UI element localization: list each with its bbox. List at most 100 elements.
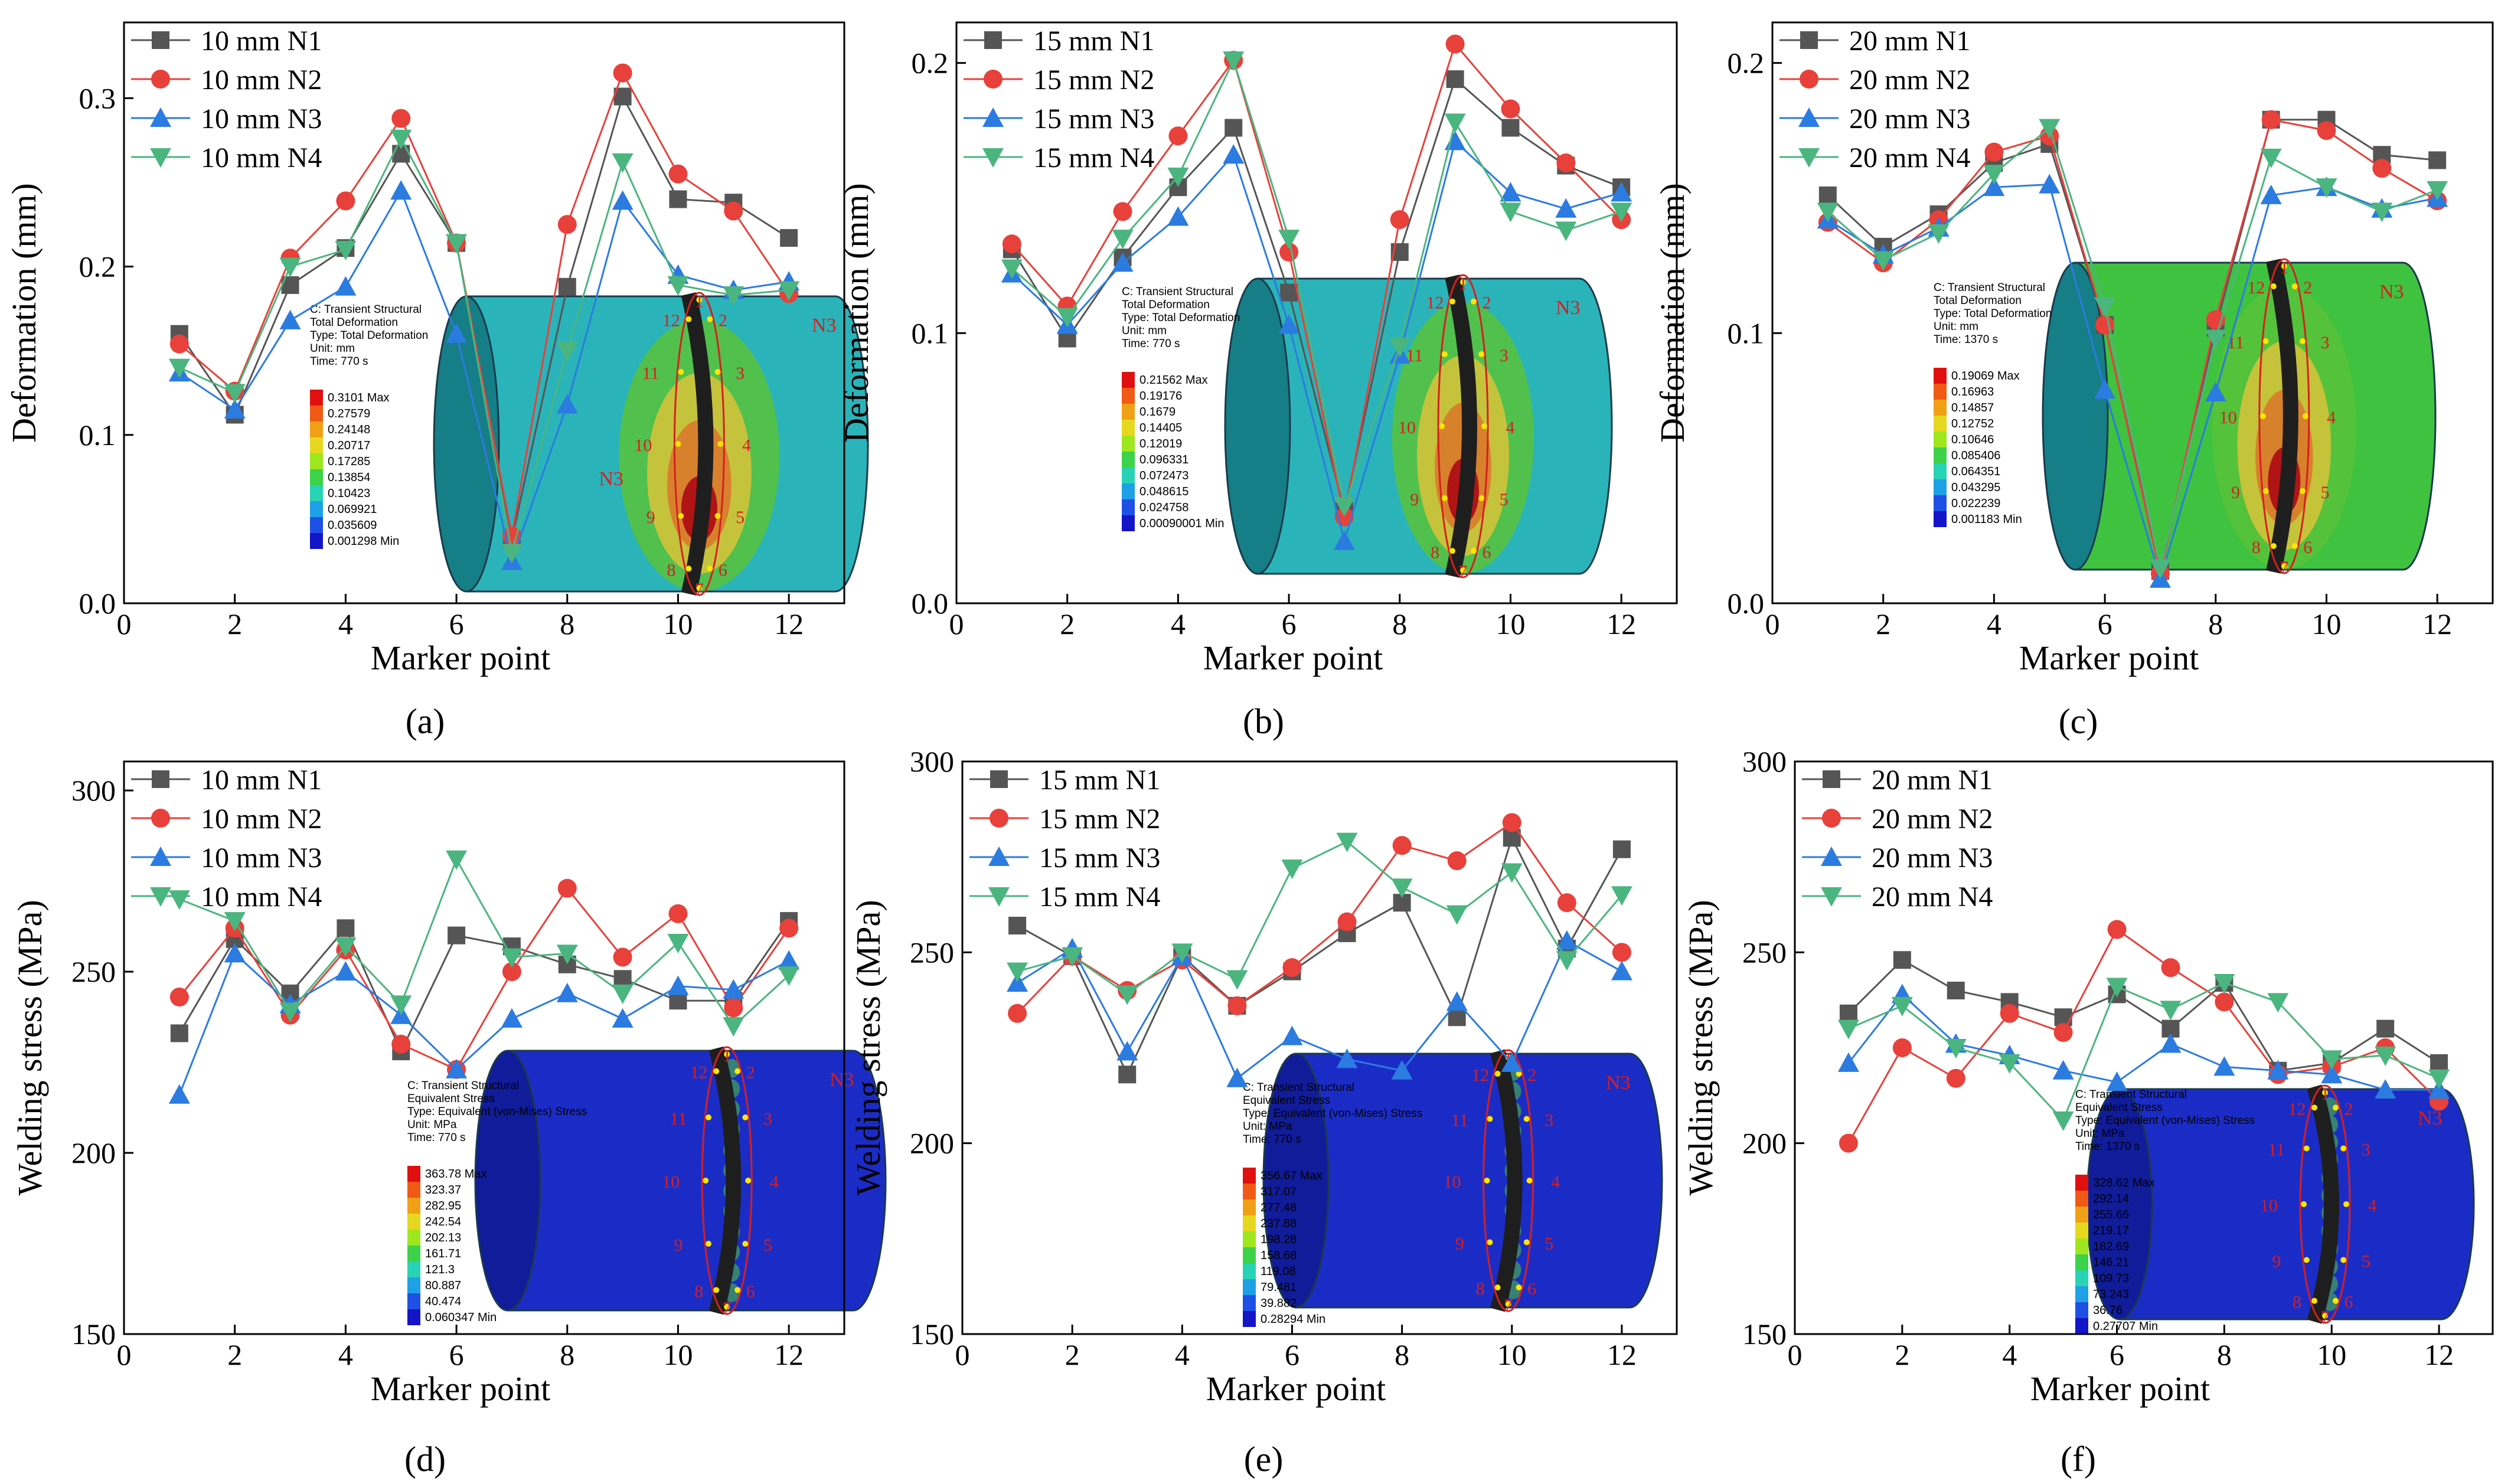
scale-swatch xyxy=(2075,1318,2088,1334)
scale-label: 0.10423 xyxy=(328,487,370,500)
scale-swatch xyxy=(1122,420,1135,436)
scale-label: 0.096331 xyxy=(1139,453,1188,466)
scale-swatch xyxy=(1934,416,1947,432)
marker-dot xyxy=(1441,351,1448,357)
x-tick-label: 6 xyxy=(2110,1338,2124,1371)
marker-label: 12 xyxy=(1426,293,1444,313)
legend-marker xyxy=(1821,846,1842,866)
marker-label: 4 xyxy=(742,436,751,455)
x-tick-label: 10 xyxy=(663,1338,693,1371)
data-point xyxy=(502,962,521,982)
data-point xyxy=(1612,943,1631,962)
data-point xyxy=(612,190,634,210)
data-point xyxy=(501,948,523,968)
data-point xyxy=(724,201,743,221)
legend-marker xyxy=(150,148,171,168)
scale-label: 0.20717 xyxy=(328,439,370,452)
data-point xyxy=(1336,832,1358,852)
marker-dot xyxy=(707,566,713,572)
series-line xyxy=(179,136,789,553)
x-tick-label: 8 xyxy=(560,607,574,640)
legend-marker xyxy=(152,31,169,49)
scale-label: 202.13 xyxy=(425,1231,461,1244)
data-point xyxy=(1611,182,1632,202)
legend-label: 20 mm N2 xyxy=(1872,803,1993,835)
data-point xyxy=(1999,1054,2020,1074)
marker-label: 5 xyxy=(736,508,745,527)
inset-header-line: C: Transient Structural xyxy=(1934,282,2045,294)
scale-swatch xyxy=(407,1198,420,1214)
marker-label: 7 xyxy=(1459,562,1468,581)
x-tick-label: 0 xyxy=(949,607,964,640)
scale-label: 36.76 xyxy=(2093,1304,2123,1317)
scale-swatch xyxy=(1934,368,1947,384)
x-tick-label: 0 xyxy=(117,607,132,640)
scale-label: 0.060347 Min xyxy=(425,1311,497,1324)
marker-label: 6 xyxy=(1483,542,1491,562)
x-tick-label: 4 xyxy=(2002,1338,2017,1371)
inset-header-line: Time: 1370 s xyxy=(1934,334,1998,346)
cylinder-body xyxy=(507,1050,887,1312)
x-tick-label: 10 xyxy=(2317,1338,2346,1371)
data-point xyxy=(2428,1069,2450,1089)
data-point xyxy=(1892,1038,1912,1057)
marker-label: 5 xyxy=(2362,1252,2370,1271)
marker-dot xyxy=(1481,423,1487,429)
scale-label: 277.48 xyxy=(1261,1201,1297,1214)
data-point xyxy=(2321,1064,2343,1084)
data-point xyxy=(168,890,190,910)
scale-swatch xyxy=(1934,511,1947,527)
marker-label: 8 xyxy=(694,1282,703,1301)
legend-marker xyxy=(988,846,1010,866)
series-line xyxy=(1827,126,2438,568)
data-point xyxy=(613,63,632,83)
scale-swatch xyxy=(310,390,323,406)
data-point xyxy=(2267,993,2289,1013)
marker-dot xyxy=(2303,1257,2310,1263)
plot-frame xyxy=(1771,21,2494,604)
x-tick-label: 10 xyxy=(663,607,693,640)
marker-dot xyxy=(1505,1301,1511,1307)
panel-label: (e) xyxy=(1244,1440,1284,1479)
data-point xyxy=(1168,126,1188,146)
scale-label: 158.68 xyxy=(1261,1249,1297,1262)
inset-header-line: Unit: MPa xyxy=(2075,1127,2125,1140)
inset-header-line: C: Transient Structural xyxy=(1243,1081,1354,1094)
scale-label: 0.19176 xyxy=(1139,390,1182,403)
y-tick-label: 0.1 xyxy=(79,419,116,452)
marker-label: 11 xyxy=(1451,1111,1468,1130)
x-tick-label: 8 xyxy=(2208,607,2223,640)
data-point xyxy=(1167,167,1189,187)
marker-dot xyxy=(1523,1116,1530,1122)
data-point xyxy=(1557,893,1576,913)
marker-dot xyxy=(2333,1104,2339,1111)
y-axis-label: Welding stress (MPa) xyxy=(1681,900,1720,1195)
legend-marker xyxy=(1800,70,1818,89)
scale-swatch xyxy=(310,517,323,533)
data-point xyxy=(1278,230,1300,250)
marker-label: 1 xyxy=(1459,274,1468,293)
scale-label: 198.28 xyxy=(1261,1233,1297,1246)
data-point xyxy=(1611,960,1632,980)
x-tick-label: 10 xyxy=(1496,607,1525,640)
series-line xyxy=(1847,928,2440,1144)
data-point xyxy=(1116,985,1138,1005)
scale-label: 40.474 xyxy=(425,1295,461,1308)
scale-swatch xyxy=(2075,1191,2088,1207)
series-line xyxy=(1017,939,1622,1080)
scale-swatch xyxy=(1934,432,1947,447)
data-point xyxy=(1002,234,1021,254)
data-point xyxy=(224,943,246,963)
scale-swatch xyxy=(407,1246,420,1261)
scale-label: 242.54 xyxy=(425,1215,461,1228)
data-point xyxy=(1837,1019,1859,1040)
data-point xyxy=(1946,1068,1965,1088)
scale-swatch xyxy=(2075,1302,2088,1318)
marker-dot xyxy=(2322,1313,2328,1319)
scale-swatch xyxy=(1934,495,1947,511)
inset-header-line: Total Deformation xyxy=(1934,295,2022,307)
marker-dot xyxy=(2340,1257,2347,1263)
scale-swatch xyxy=(1122,468,1135,483)
